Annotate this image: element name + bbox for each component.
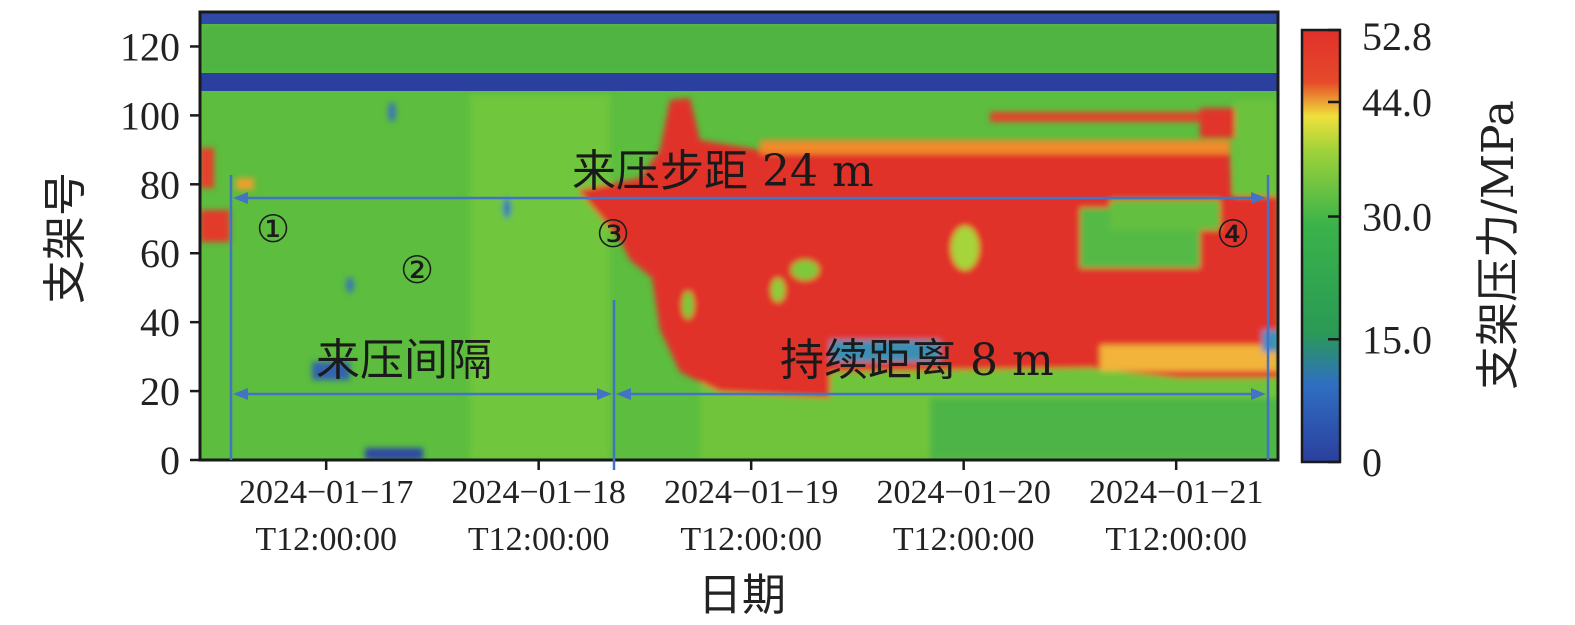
marker-4-label: ④ (1216, 212, 1250, 256)
field-mid-light (470, 95, 610, 460)
colorbar-tick-label: 30.0 (1362, 195, 1432, 240)
field-top-band (200, 24, 1278, 74)
duration-label: 持续距离 8 m (780, 335, 1054, 386)
field-green-spot-3 (771, 278, 785, 302)
field-high-pressure-main (578, 98, 1278, 398)
colorbar-title: 支架压力/MPa (1473, 100, 1524, 390)
field-green-spot-2 (791, 260, 819, 280)
y-tick-label: 40 (140, 300, 180, 345)
field-low-spot-2 (503, 198, 511, 218)
field-low-patch-4 (1262, 330, 1278, 352)
x-tick-label-date: 2024−01−21 (1089, 474, 1263, 511)
colorbar-tick-label: 0 (1362, 440, 1382, 485)
field-green-spot-4 (682, 291, 694, 319)
field-left-red-2 (200, 210, 230, 242)
interval-arrow-head-right (597, 388, 612, 400)
marker-3-label: ③ (596, 212, 630, 256)
x-tick-label-date: 2024−01−20 (876, 474, 1050, 511)
y-tick-label: 60 (140, 231, 180, 276)
field-low-patch-3 (365, 448, 423, 460)
field-orange-fringe (760, 140, 1230, 154)
y-tick-label: 20 (140, 369, 180, 414)
x-tick-label-date: 2024−01−19 (664, 474, 838, 511)
step-distance-arrow-head-right (1251, 192, 1266, 204)
annotation-arrows (229, 175, 1270, 470)
duration-arrow-head-left (616, 388, 631, 400)
x-tick-label-date: 2024−01−17 (239, 474, 413, 511)
colorbar-tick-label: 52.8 (1362, 14, 1432, 59)
marker-1-label: ① (256, 207, 290, 251)
colorbar-tick-label: 15.0 (1362, 317, 1432, 362)
field-left-orange (236, 178, 254, 190)
heatmap-area (200, 12, 1278, 460)
y-axis: 0 20 40 60 80 100 120 (120, 24, 200, 483)
field-lower-right-dark (930, 398, 1278, 460)
y-tick-label: 100 (120, 93, 180, 138)
field-low-patch-1 (830, 340, 940, 362)
marker-2-label: ② (400, 248, 434, 292)
y-axis-title: 支架号 (40, 172, 91, 304)
field-low-spot-3 (346, 277, 354, 293)
x-tick-label-time: T12:00:00 (680, 521, 822, 558)
x-axis-title: 日期 (698, 570, 786, 621)
field-left-red-1 (200, 148, 214, 188)
interval-arrow-head-left (233, 388, 248, 400)
x-tick-label-time: T12:00:00 (468, 521, 610, 558)
colorbar (1300, 28, 1342, 464)
duration-arrow-head-right (1251, 388, 1266, 400)
y-tick-label: 120 (120, 24, 180, 69)
x-axis: 2024−01−17 T12:00:00 2024−01−18 T12:00:00 20… (239, 460, 1263, 558)
x-tick-label-time: T12:00:00 (1105, 521, 1247, 558)
colorbar-tick-label: 44.0 (1362, 80, 1432, 125)
field-yellow-fringe (1100, 345, 1278, 371)
step-distance-label: 来压步距 24 m (572, 146, 874, 197)
field-green-spot-1 (951, 226, 979, 270)
field-red-streak (990, 112, 1200, 122)
field-green-hole-2 (1110, 200, 1220, 230)
field-low-band-108 (200, 73, 1278, 91)
heatmap-fields (200, 24, 1278, 460)
step-distance-arrow-head-left (233, 192, 248, 204)
field-low-band-128 (200, 12, 1278, 24)
x-tick-label-time: T12:00:00 (255, 521, 397, 558)
y-tick-label: 80 (140, 162, 180, 207)
y-tick-label: 0 (160, 438, 180, 483)
interval-label: 来压间隔 (316, 335, 492, 386)
x-tick-label-date: 2024−01−18 (451, 474, 625, 511)
plot-frame (198, 10, 1280, 462)
x-tick-label-time: T12:00:00 (893, 521, 1035, 558)
field-low-patch-2 (312, 362, 350, 380)
field-low-spot-1 (388, 102, 396, 122)
colorbar-ticks: 0 15.0 30.0 44.0 52.8 (1328, 14, 1432, 485)
field-green-right (1235, 100, 1278, 196)
